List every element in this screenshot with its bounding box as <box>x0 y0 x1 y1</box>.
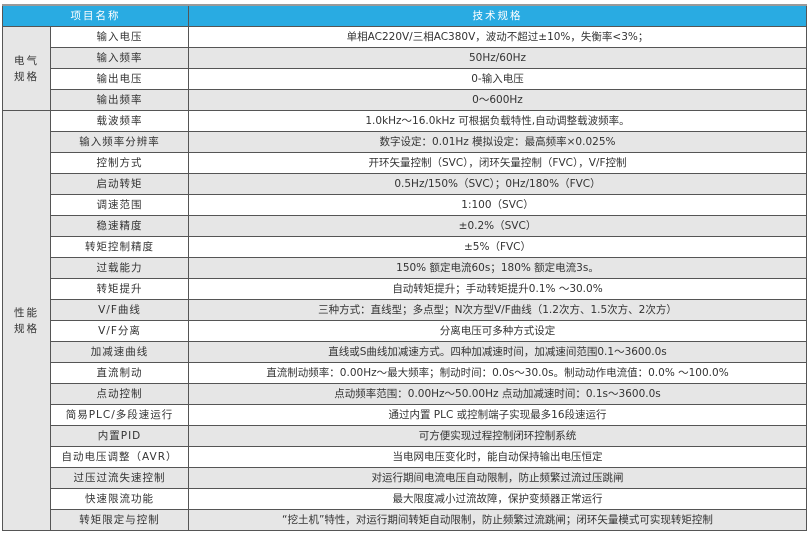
item-spec: 点动频率范围：0.00Hz～50.00Hz 点动加减速时间：0.1s～3600.… <box>188 383 807 405</box>
table-row: 转矩提升 自动转矩提升；手动转矩提升0.1% ～30.0% <box>3 278 807 300</box>
item-spec: “挖土机”特性，对运行期间转矩自动限制，防止频繁过流跳闸；闭环矢量模式可实现转矩… <box>188 509 807 531</box>
item-name: 输出频率 <box>50 89 189 111</box>
item-spec: 数字设定：0.01Hz 模拟设定：最高频率×0.025% <box>188 131 807 153</box>
item-name: 转矩控制精度 <box>50 236 189 258</box>
table-row: 过载能力 150% 额定电流60s；180% 额定电流3s。 <box>3 257 807 279</box>
table-row: 输出电压 0-输入电压 <box>3 68 807 90</box>
table-row: 自动电压调整（AVR） 当电网电压变化时，能自动保持输出电压恒定 <box>3 446 807 468</box>
table-row: 输入频率 50Hz/60Hz <box>3 47 807 69</box>
item-name: 输入频率 <box>50 47 189 69</box>
item-spec: 0～600Hz <box>188 89 807 111</box>
item-spec: 当电网电压变化时，能自动保持输出电压恒定 <box>188 446 807 468</box>
item-name: 自动电压调整（AVR） <box>50 446 189 468</box>
item-spec: 0.5Hz/150%（SVC）；0Hz/180%（FVC） <box>188 173 807 195</box>
item-spec: 50Hz/60Hz <box>188 47 807 69</box>
header-spec: 技术规格 <box>188 4 807 27</box>
item-spec: 最大限度减小过流故障，保护变频器正常运行 <box>188 488 807 510</box>
table-row: V/F分离 分离电压可多种方式设定 <box>3 320 807 342</box>
table-row: 控制方式 开环矢量控制（SVC），闭环矢量控制（FVC），V/F控制 <box>3 152 807 174</box>
item-spec: 单相AC220V/三相AC380V，波动不超过±10%，失衡率<3%； <box>188 26 807 48</box>
table-row: 过压过流失速控制 对运行期间电流电压自动限制，防止频繁过流过压跳闸 <box>3 467 807 489</box>
item-name: 启动转矩 <box>50 173 189 195</box>
item-name: 过载能力 <box>50 257 189 279</box>
section-label: 电气 规格 <box>2 26 51 111</box>
item-name: 内置PID <box>50 425 189 447</box>
item-name: 点动控制 <box>50 383 189 405</box>
table-row: 输出频率 0～600Hz <box>3 89 807 111</box>
item-name: 转矩限定与控制 <box>50 509 189 531</box>
item-spec: 三种方式：直线型；多点型；N次方型V/F曲线（1.2次方、1.5次方、2次方） <box>188 299 807 321</box>
spec-table: 项目名称 技术规格 电气 规格 输入电压 单相AC220V/三相AC380V，波动不… <box>2 4 807 531</box>
table-row: 稳速精度 ±0.2%（SVC） <box>3 215 807 237</box>
item-spec: 分离电压可多种方式设定 <box>188 320 807 342</box>
table-row: 输入频率分辨率 数字设定：0.01Hz 模拟设定：最高频率×0.025% <box>3 131 807 153</box>
item-spec: 150% 额定电流60s；180% 额定电流3s。 <box>188 257 807 279</box>
table-row: 点动控制 点动频率范围：0.00Hz～50.00Hz 点动加减速时间：0.1s～3… <box>3 383 807 405</box>
table-row: 调速范围 1:100（SVC） <box>3 194 807 216</box>
item-spec: 直流制动频率：0.00Hz～最大频率；制动时间：0.0s～30.0s。制动动作电… <box>188 362 807 384</box>
table-row: 性能 规格 载波频率 1.0kHz～16.0kHz 可根据负载特性,自动调整载波频率… <box>2 110 807 531</box>
table-row: 加减速曲线 直线或S曲线加减速方式。四种加减速时间，加减速间范围0.1～3600.… <box>3 341 807 363</box>
table-row: 启动转矩 0.5Hz/150%（SVC）；0Hz/180%（FVC） <box>3 173 807 195</box>
table-row: V/F曲线 三种方式：直线型；多点型；N次方型V/F曲线（1.2次方、1.5次方、… <box>3 299 807 321</box>
item-name: 简易PLC/多段速运行 <box>50 404 189 426</box>
item-name: 过压过流失速控制 <box>50 467 189 489</box>
item-name: 载波频率 <box>50 110 189 132</box>
item-spec: 对运行期间电流电压自动限制，防止频繁过流过压跳闸 <box>188 467 807 489</box>
item-name: 输入频率分辨率 <box>50 131 189 153</box>
item-name: V/F分离 <box>50 320 189 342</box>
item-name: 调速范围 <box>50 194 189 216</box>
item-spec: ±0.2%（SVC） <box>188 215 807 237</box>
header-item-name: 项目名称 <box>2 4 189 27</box>
item-name: 输入电压 <box>50 26 189 48</box>
item-name: 转矩提升 <box>50 278 189 300</box>
section-label: 性能 规格 <box>2 110 51 531</box>
table-row: 转矩控制精度 ±5%（FVC） <box>3 236 807 258</box>
item-name: V/F曲线 <box>50 299 189 321</box>
item-name: 直流制动 <box>50 362 189 384</box>
table-header: 项目名称 技术规格 <box>2 4 807 27</box>
item-spec: 1:100（SVC） <box>188 194 807 216</box>
table-row: 快速限流功能 最大限度减小过流故障，保护变频器正常运行 <box>3 488 807 510</box>
table-row: 电气 规格 输入电压 单相AC220V/三相AC380V，波动不超过±10%，失衡率… <box>2 26 807 111</box>
item-spec: 通过内置 PLC 或控制端子实现最多16段速运行 <box>188 404 807 426</box>
table-row: 转矩限定与控制 “挖土机”特性，对运行期间转矩自动限制，防止频繁过流跳闸；闭环矢量… <box>3 509 807 531</box>
table-row: 直流制动 直流制动频率：0.00Hz～最大频率；制动时间：0.0s～30.0s。制… <box>3 362 807 384</box>
item-name: 加减速曲线 <box>50 341 189 363</box>
item-name: 输出电压 <box>50 68 189 90</box>
table-row: 简易PLC/多段速运行 通过内置 PLC 或控制端子实现最多16段速运行 <box>3 404 807 426</box>
table-row: 内置PID 可方便实现过程控制闭环控制系统 <box>3 425 807 447</box>
item-name: 控制方式 <box>50 152 189 174</box>
item-spec: ±5%（FVC） <box>188 236 807 258</box>
item-spec: 直线或S曲线加减速方式。四种加减速时间，加减速间范围0.1～3600.0s <box>188 341 807 363</box>
item-name: 快速限流功能 <box>50 488 189 510</box>
item-spec: 0-输入电压 <box>188 68 807 90</box>
item-spec: 可方便实现过程控制闭环控制系统 <box>188 425 807 447</box>
item-spec: 自动转矩提升；手动转矩提升0.1% ～30.0% <box>188 278 807 300</box>
item-spec: 开环矢量控制（SVC），闭环矢量控制（FVC），V/F控制 <box>188 152 807 174</box>
item-spec: 1.0kHz～16.0kHz 可根据负载特性,自动调整载波频率。 <box>188 110 807 132</box>
item-name: 稳速精度 <box>50 215 189 237</box>
